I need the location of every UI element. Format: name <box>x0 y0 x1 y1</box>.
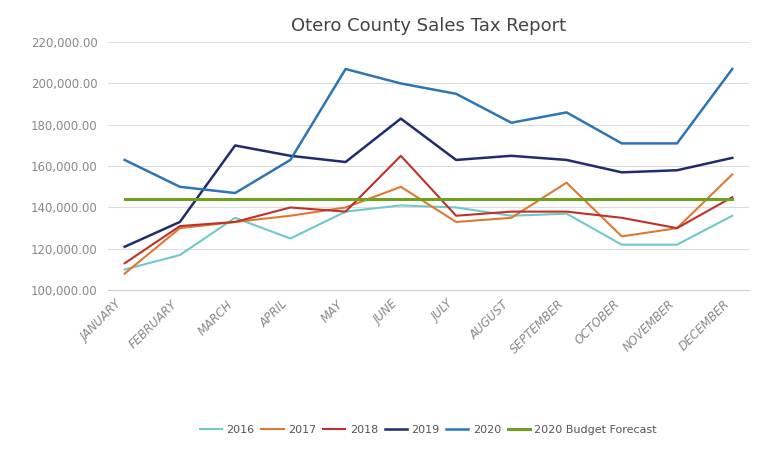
2016 <box>396 203 405 208</box>
2020 Budget Forecast <box>728 197 737 202</box>
2019 <box>120 244 129 249</box>
2020 <box>120 157 129 163</box>
2019 <box>175 219 185 225</box>
2020 Budget Forecast <box>617 197 626 202</box>
Legend: 2016, 2017, 2018, 2019, 2020, 2020 Budget Forecast: 2016, 2017, 2018, 2019, 2020, 2020 Budge… <box>200 424 657 435</box>
Line: 2016: 2016 <box>124 205 733 270</box>
2020 Budget Forecast <box>286 197 295 202</box>
2020 <box>506 120 516 125</box>
2020 Budget Forecast <box>672 197 682 202</box>
2017 <box>672 225 682 231</box>
2020 <box>286 157 295 163</box>
2018 <box>175 223 185 229</box>
2018 <box>120 261 129 266</box>
2020 <box>341 66 350 72</box>
2017 <box>617 234 626 239</box>
2017 <box>286 213 295 219</box>
2016 <box>506 213 516 219</box>
2016 <box>672 242 682 248</box>
2019 <box>617 169 626 175</box>
2018 <box>728 194 737 200</box>
2017 <box>562 180 571 185</box>
2020 Budget Forecast <box>396 197 405 202</box>
2017 <box>452 219 461 225</box>
2016 <box>728 213 737 219</box>
Line: 2020: 2020 <box>124 69 733 193</box>
2018 <box>672 225 682 231</box>
2020 <box>728 66 737 72</box>
2017 <box>120 271 129 277</box>
2019 <box>672 168 682 173</box>
2017 <box>396 184 405 190</box>
2018 <box>341 209 350 214</box>
Title: Otero County Sales Tax Report: Otero County Sales Tax Report <box>291 17 566 35</box>
2019 <box>286 153 295 159</box>
2016 <box>120 267 129 272</box>
2020 Budget Forecast <box>452 197 461 202</box>
2020 Budget Forecast <box>506 197 516 202</box>
2020 <box>175 184 185 190</box>
2018 <box>396 153 405 159</box>
2020 Budget Forecast <box>562 197 571 202</box>
2016 <box>452 205 461 210</box>
Line: 2019: 2019 <box>124 118 733 247</box>
2019 <box>728 155 737 161</box>
2019 <box>506 153 516 159</box>
Line: 2018: 2018 <box>124 156 733 263</box>
2017 <box>175 225 185 231</box>
2020 Budget Forecast <box>341 197 350 202</box>
2020 Budget Forecast <box>120 197 129 202</box>
2020 <box>617 140 626 146</box>
2018 <box>506 209 516 214</box>
2019 <box>341 159 350 165</box>
2020 <box>231 190 240 196</box>
2016 <box>341 209 350 214</box>
2020 Budget Forecast <box>231 197 240 202</box>
2019 <box>452 157 461 163</box>
2016 <box>617 242 626 248</box>
2018 <box>562 209 571 214</box>
2016 <box>231 215 240 220</box>
2018 <box>231 219 240 225</box>
2017 <box>231 219 240 225</box>
2016 <box>286 236 295 241</box>
2018 <box>617 215 626 220</box>
2020 <box>562 110 571 115</box>
2016 <box>562 211 571 217</box>
2019 <box>562 157 571 163</box>
2020 <box>672 140 682 146</box>
2017 <box>506 215 516 220</box>
2020 Budget Forecast <box>175 197 185 202</box>
2018 <box>286 205 295 210</box>
2017 <box>728 172 737 177</box>
2016 <box>175 252 185 258</box>
2020 <box>396 80 405 86</box>
2019 <box>231 143 240 148</box>
2017 <box>341 205 350 210</box>
2019 <box>396 116 405 121</box>
Line: 2017: 2017 <box>124 175 733 274</box>
2018 <box>452 213 461 219</box>
2020 <box>452 91 461 96</box>
